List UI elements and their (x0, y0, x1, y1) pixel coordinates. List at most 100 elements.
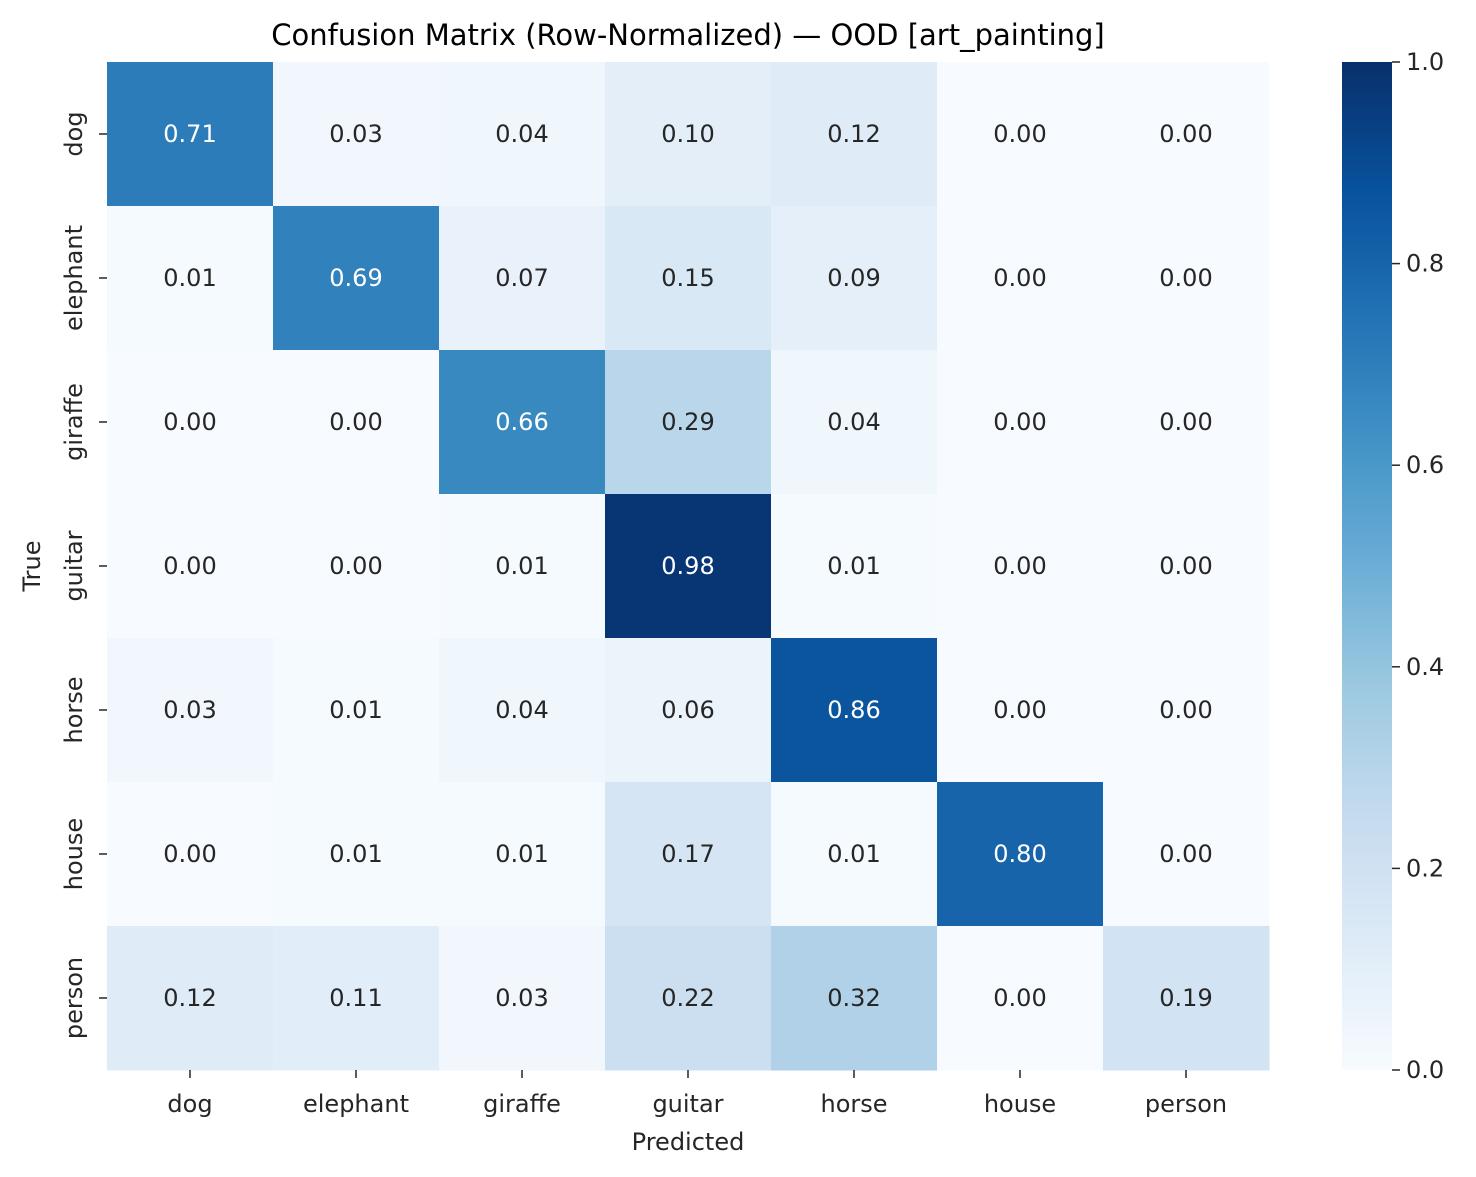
x-tick-label-guitar: guitar (652, 1090, 723, 1118)
y-tick-label-elephant: elephant (60, 225, 88, 331)
cell-value-label: 0.00 (1159, 408, 1212, 436)
heatmap-cell-horse-elephant (273, 638, 440, 783)
cell-value-label: 0.00 (993, 552, 1046, 580)
heatmap-cell-house-person (1103, 782, 1270, 927)
cell-value-label: 0.03 (329, 120, 382, 148)
colorbar: 0.0 0.2 0.4 0.6 0.8 1.0 (1342, 48, 1444, 1084)
cell-value-label: 0.00 (1159, 696, 1212, 724)
cell-value-label: 0.15 (661, 264, 714, 292)
heatmap-cell-elephant-elephant (273, 206, 440, 351)
heatmap-cell-horse-house (937, 638, 1104, 783)
heatmap-cell-elephant-guitar (605, 206, 772, 351)
colorbar-tick-label: 0.2 (1406, 854, 1444, 882)
cell-value-label: 0.01 (163, 264, 216, 292)
cell-value-label: 0.00 (1159, 840, 1212, 868)
heatmap-cell-dog-house (937, 62, 1104, 207)
heatmap-cell-house-dog (107, 782, 274, 927)
heatmap-cell-elephant-person (1103, 206, 1270, 351)
cell-value-label: 0.00 (163, 552, 216, 580)
cell-value-label: 0.01 (495, 552, 548, 580)
x-tick-label-giraffe: giraffe (483, 1090, 561, 1118)
cell-value-label: 0.00 (993, 408, 1046, 436)
cell-value-label: 0.00 (1159, 264, 1212, 292)
heatmap-cell-house-horse (771, 782, 938, 927)
heatmap-cell-dog-guitar (605, 62, 772, 207)
cell-value-label: 0.00 (993, 264, 1046, 292)
heatmap-cell-guitar-guitar (605, 494, 772, 639)
cell-value-label: 0.17 (661, 840, 714, 868)
cell-value-label: 0.01 (827, 840, 880, 868)
heatmap-cell-house-giraffe (439, 782, 606, 927)
cell-value-label: 0.00 (993, 696, 1046, 724)
cell-value-label: 0.01 (495, 840, 548, 868)
heatmap-cell-giraffe-horse (771, 350, 938, 495)
heatmap-cell-elephant-giraffe (439, 206, 606, 351)
heatmap-cell-guitar-giraffe (439, 494, 606, 639)
heatmap-cell-dog-horse (771, 62, 938, 207)
x-tick-label-horse: horse (820, 1090, 887, 1118)
cell-value-label: 0.03 (495, 984, 548, 1012)
heatmap-cell-house-house (937, 782, 1104, 927)
cell-value-label: 0.12 (827, 120, 880, 148)
heatmap-cell-giraffe-guitar (605, 350, 772, 495)
cell-value-label: 0.32 (827, 984, 880, 1012)
colorbar-tick-label: 0.4 (1406, 653, 1444, 681)
colorbar-tick-label: 0.6 (1406, 451, 1444, 479)
cell-value-label: 0.00 (993, 120, 1046, 148)
cell-value-label: 0.00 (993, 984, 1046, 1012)
heatmap-cell-person-elephant (273, 926, 440, 1071)
heatmap-cell-horse-giraffe (439, 638, 606, 783)
cell-value-label: 0.00 (329, 552, 382, 580)
cell-value-label: 0.07 (495, 264, 548, 292)
cell-value-label: 0.11 (329, 984, 382, 1012)
x-axis-label: Predicted (632, 1128, 745, 1156)
heatmap-cell-person-house (937, 926, 1104, 1071)
cell-value-label: 0.69 (329, 264, 382, 292)
heatmap-cell-giraffe-house (937, 350, 1104, 495)
x-tick-label-dog: dog (167, 1090, 212, 1118)
cell-value-label: 0.04 (495, 696, 548, 724)
x-axis-ticks: dog elephant giraffe guitar horse house person (167, 1070, 1227, 1118)
heatmap-cell-person-guitar (605, 926, 772, 1071)
colorbar-ticks: 0.0 0.2 0.4 0.6 0.8 1.0 (1392, 48, 1444, 1084)
chart-title: Confusion Matrix (Row-Normalized) — OOD … (271, 18, 1105, 52)
heatmap-cell-horse-horse (771, 638, 938, 783)
colorbar-tick-label: 1.0 (1406, 48, 1444, 76)
heatmap-cell-person-person (1103, 926, 1270, 1071)
heatmap-cell-elephant-horse (771, 206, 938, 351)
heatmap-cell-person-giraffe (439, 926, 606, 1071)
y-tick-label-person: person (60, 957, 88, 1039)
heatmap-cell-horse-dog (107, 638, 274, 783)
y-tick-label-dog: dog (60, 111, 88, 156)
y-tick-label-guitar: guitar (60, 530, 88, 601)
heatmap-cell-dog-dog (107, 62, 274, 207)
heatmap-cell-person-horse (771, 926, 938, 1071)
cell-value-label: 0.00 (163, 840, 216, 868)
heatmap-cell-dog-elephant (273, 62, 440, 207)
cell-value-label: 0.00 (329, 408, 382, 436)
y-axis-label: True (18, 541, 46, 593)
heatmap-cell-guitar-house (937, 494, 1104, 639)
heatmap-cell-elephant-dog (107, 206, 274, 351)
heatmap-cell-guitar-person (1103, 494, 1270, 639)
cell-value-label: 0.71 (163, 120, 216, 148)
heatmap-cell-house-guitar (605, 782, 772, 927)
heatmap-cell-dog-person (1103, 62, 1270, 207)
heatmap-cell-horse-guitar (605, 638, 772, 783)
heatmap-cell-giraffe-person (1103, 350, 1270, 495)
y-tick-label-horse: horse (60, 676, 88, 743)
cell-value-label: 0.03 (163, 696, 216, 724)
cell-value-label: 0.10 (661, 120, 714, 148)
cell-value-label: 0.06 (661, 696, 714, 724)
cell-value-label: 0.01 (329, 840, 382, 868)
cell-value-label: 0.12 (163, 984, 216, 1012)
cell-value-label: 0.98 (661, 552, 714, 580)
heatmap-cell-giraffe-giraffe (439, 350, 606, 495)
colorbar-tick-label: 0.8 (1406, 250, 1444, 278)
heatmap-cell-giraffe-dog (107, 350, 274, 495)
heatmap-cell-giraffe-elephant (273, 350, 440, 495)
y-tick-label-giraffe: giraffe (60, 383, 88, 461)
heatmap-cell-labels: 0.71 0.03 0.04 0.10 0.12 0.00 0.00 0.01 0.69 0.07… (163, 120, 1212, 1012)
cell-value-label: 0.00 (1159, 552, 1212, 580)
